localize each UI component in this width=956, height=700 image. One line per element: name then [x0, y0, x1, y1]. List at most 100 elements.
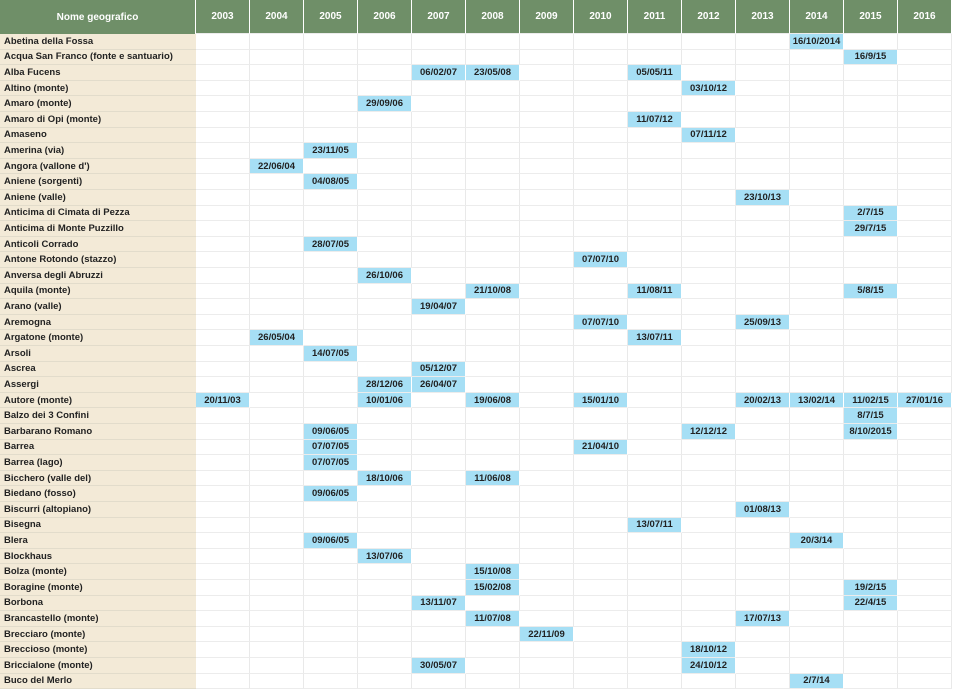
empty-cell[interactable] [790, 65, 844, 81]
empty-cell[interactable] [304, 252, 358, 268]
empty-cell[interactable] [466, 548, 520, 565]
empty-cell[interactable] [574, 361, 628, 378]
empty-cell[interactable] [682, 205, 736, 222]
empty-cell[interactable] [898, 361, 952, 378]
empty-cell[interactable] [736, 80, 790, 97]
empty-cell[interactable] [898, 174, 952, 190]
empty-cell[interactable] [628, 190, 682, 206]
empty-cell[interactable] [250, 49, 304, 66]
empty-cell[interactable] [898, 611, 952, 627]
empty-cell[interactable] [466, 658, 520, 674]
place-name-cell[interactable]: Breccioso (monte) [0, 642, 196, 658]
place-name-cell[interactable]: Ascrea [0, 361, 196, 378]
empty-cell[interactable] [736, 268, 790, 284]
empty-cell[interactable] [250, 408, 304, 424]
empty-cell[interactable] [736, 470, 790, 487]
empty-cell[interactable] [304, 408, 358, 424]
empty-cell[interactable] [682, 611, 736, 627]
place-name-cell[interactable]: Arano (valle) [0, 299, 196, 315]
empty-cell[interactable] [898, 673, 952, 690]
empty-cell[interactable] [898, 470, 952, 487]
empty-cell[interactable] [790, 268, 844, 284]
place-name-cell[interactable]: Amaseno [0, 127, 196, 144]
date-cell[interactable]: 12/12/12 [682, 424, 736, 440]
empty-cell[interactable] [844, 564, 898, 580]
empty-cell[interactable] [574, 673, 628, 690]
empty-cell[interactable] [790, 642, 844, 658]
empty-cell[interactable] [520, 517, 574, 534]
empty-cell[interactable] [466, 502, 520, 518]
empty-cell[interactable] [520, 314, 574, 331]
empty-cell[interactable] [412, 80, 466, 97]
empty-cell[interactable] [790, 314, 844, 331]
empty-cell[interactable] [412, 252, 466, 268]
empty-cell[interactable] [628, 642, 682, 658]
empty-cell[interactable] [628, 408, 682, 424]
empty-cell[interactable] [574, 470, 628, 487]
empty-cell[interactable] [250, 361, 304, 378]
empty-cell[interactable] [628, 299, 682, 315]
empty-cell[interactable] [628, 34, 682, 50]
empty-cell[interactable] [412, 158, 466, 175]
empty-cell[interactable] [466, 642, 520, 658]
empty-cell[interactable] [304, 517, 358, 534]
empty-cell[interactable] [790, 377, 844, 393]
empty-cell[interactable] [898, 65, 952, 81]
empty-cell[interactable] [520, 673, 574, 690]
empty-cell[interactable] [574, 658, 628, 674]
empty-cell[interactable] [736, 158, 790, 175]
empty-cell[interactable] [196, 408, 250, 424]
empty-cell[interactable] [682, 517, 736, 534]
date-cell[interactable]: 05/12/07 [412, 361, 466, 378]
empty-cell[interactable] [574, 377, 628, 393]
empty-cell[interactable] [628, 658, 682, 674]
date-cell[interactable]: 11/02/15 [844, 392, 898, 409]
empty-cell[interactable] [736, 424, 790, 440]
date-cell[interactable]: 29/09/06 [358, 96, 412, 112]
empty-cell[interactable] [898, 252, 952, 268]
empty-cell[interactable] [520, 205, 574, 222]
date-cell[interactable]: 25/09/13 [736, 314, 790, 331]
empty-cell[interactable] [898, 377, 952, 393]
empty-cell[interactable] [466, 158, 520, 175]
place-name-cell[interactable]: Bisegna [0, 517, 196, 534]
empty-cell[interactable] [412, 642, 466, 658]
empty-cell[interactable] [250, 221, 304, 237]
empty-cell[interactable] [844, 80, 898, 97]
empty-cell[interactable] [250, 673, 304, 690]
empty-cell[interactable] [628, 486, 682, 502]
empty-cell[interactable] [412, 424, 466, 440]
place-name-cell[interactable]: Aniene (valle) [0, 190, 196, 206]
empty-cell[interactable] [466, 595, 520, 612]
place-name-cell[interactable]: Boragine (monte) [0, 580, 196, 596]
empty-cell[interactable] [412, 564, 466, 580]
date-cell[interactable]: 24/10/12 [682, 658, 736, 674]
date-cell[interactable]: 13/07/11 [628, 330, 682, 346]
date-cell[interactable]: 07/07/10 [574, 252, 628, 268]
place-name-cell[interactable]: Balzo dei 3 Confini [0, 408, 196, 424]
empty-cell[interactable] [682, 502, 736, 518]
empty-cell[interactable] [250, 533, 304, 549]
empty-cell[interactable] [736, 236, 790, 253]
empty-cell[interactable] [304, 470, 358, 487]
empty-cell[interactable] [466, 205, 520, 222]
empty-cell[interactable] [412, 190, 466, 206]
empty-cell[interactable] [250, 595, 304, 612]
empty-cell[interactable] [466, 361, 520, 378]
empty-cell[interactable] [304, 377, 358, 393]
empty-cell[interactable] [682, 143, 736, 159]
empty-cell[interactable] [304, 299, 358, 315]
date-cell[interactable]: 07/07/05 [304, 439, 358, 456]
empty-cell[interactable] [898, 205, 952, 222]
empty-cell[interactable] [790, 564, 844, 580]
empty-cell[interactable] [844, 346, 898, 362]
empty-cell[interactable] [196, 112, 250, 128]
empty-cell[interactable] [412, 502, 466, 518]
empty-cell[interactable] [520, 65, 574, 81]
place-name-cell[interactable]: Blockhaus [0, 548, 196, 565]
date-cell[interactable]: 22/4/15 [844, 595, 898, 612]
empty-cell[interactable] [574, 34, 628, 50]
empty-cell[interactable] [844, 658, 898, 674]
empty-cell[interactable] [196, 673, 250, 690]
empty-cell[interactable] [898, 439, 952, 456]
